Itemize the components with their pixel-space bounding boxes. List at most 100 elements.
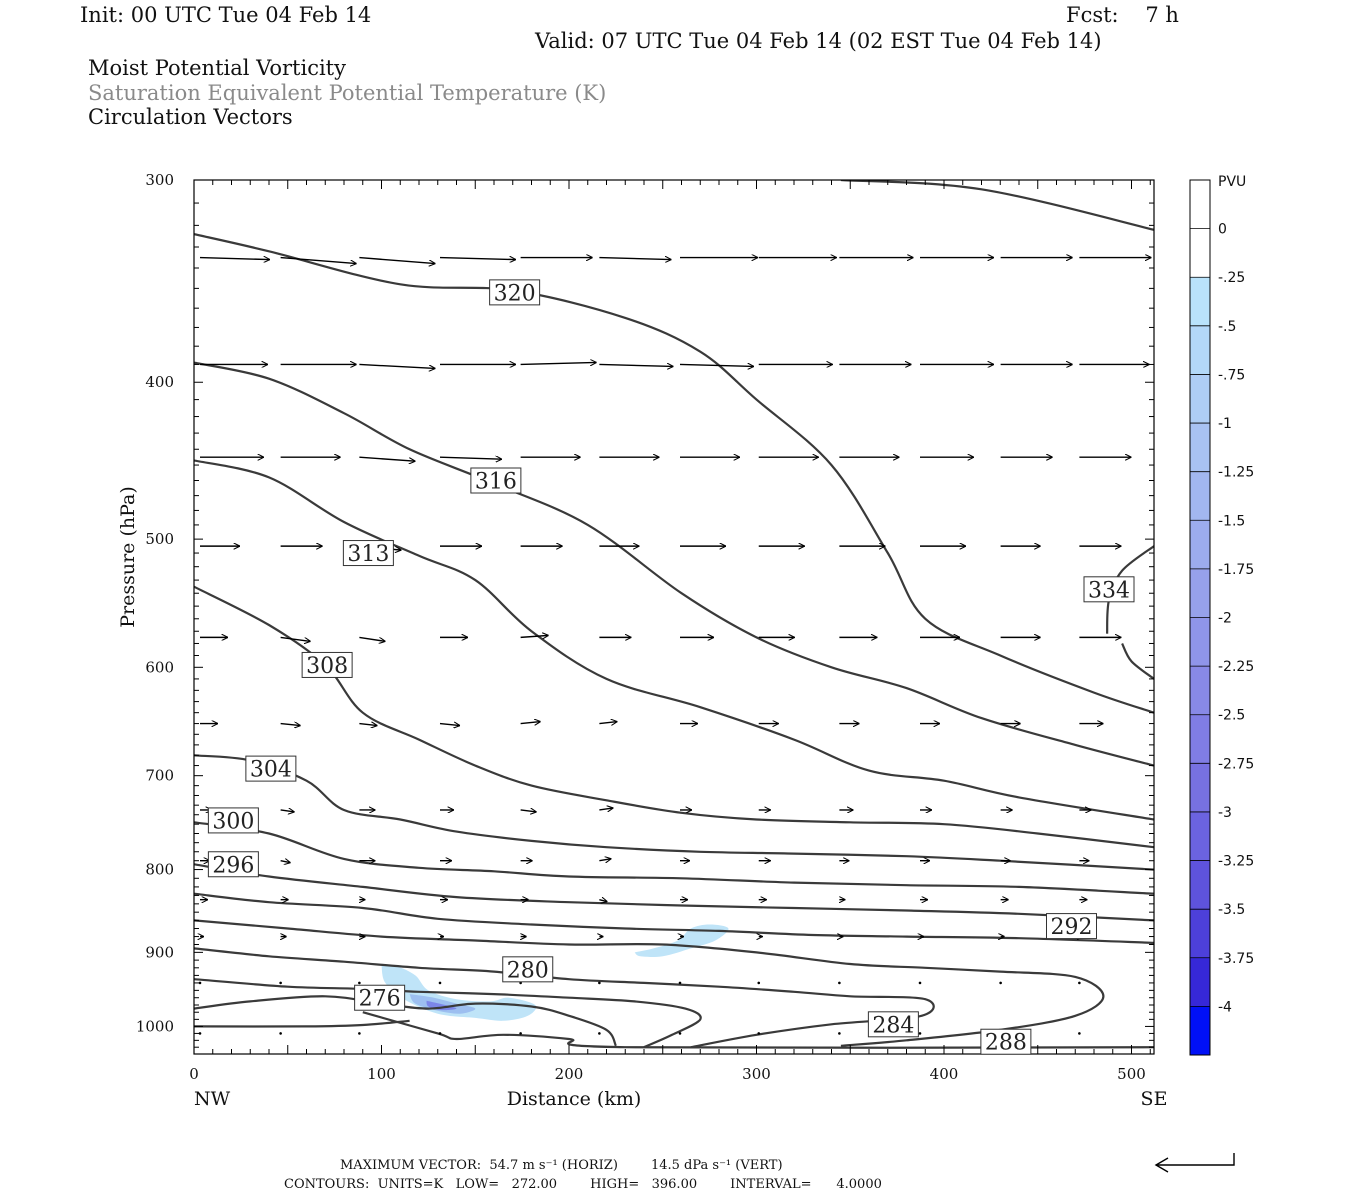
theta-contour-line xyxy=(194,863,1154,922)
colorbar-segment xyxy=(1190,666,1210,715)
vector-dot xyxy=(678,1032,682,1035)
contour-label-box xyxy=(980,1028,1032,1055)
theta-contour-line xyxy=(194,919,1105,1047)
x-tick-label: 0 xyxy=(189,1065,199,1083)
contour-label-text: 288 xyxy=(985,1031,1027,1056)
contour-label-text: 334 xyxy=(1088,578,1130,603)
circulation-vector xyxy=(359,636,385,641)
contour-label-box xyxy=(1083,576,1135,603)
colorbar-title: PVU xyxy=(1218,174,1246,190)
y-tick-label: 900 xyxy=(145,943,174,961)
pv-colorbar: PVU 0 -.25 -.5 -.75 -1 -1.25 -1.5 -1.75 -2 -2.25 -2… xyxy=(1189,174,1254,1056)
pv-area xyxy=(634,924,729,958)
theta-contour-line xyxy=(194,361,1154,767)
y-tick-label: 500 xyxy=(145,530,174,548)
field-title-2: Saturation Equivalent Potential Temperat… xyxy=(88,81,607,105)
contour-label: 304 xyxy=(245,755,297,783)
x-tick-label: 300 xyxy=(742,1065,771,1083)
x-end-label-se: SE xyxy=(1141,1088,1168,1110)
circulation-vector xyxy=(439,724,460,726)
vector-dot xyxy=(358,981,361,985)
circulation-vector xyxy=(280,256,357,264)
circulation-vector xyxy=(520,635,549,637)
x-tick-label: 400 xyxy=(930,1065,959,1083)
colorbar-segment xyxy=(1190,471,1210,521)
colorbar-label: -2 xyxy=(1218,611,1232,627)
colorbar-label: -2.5 xyxy=(1218,708,1245,724)
pv-area xyxy=(409,994,476,1014)
field-title-3: Circulation Vectors xyxy=(88,105,293,129)
circulation-vector xyxy=(599,258,671,260)
colorbar-segment xyxy=(1190,811,1210,861)
vector-dot xyxy=(198,981,202,985)
colorbar-segment xyxy=(1190,1006,1210,1055)
contour-label: 280 xyxy=(502,956,554,983)
circulation-vector xyxy=(599,808,613,810)
circulation-vector-layer xyxy=(199,258,1152,1035)
vector-dot xyxy=(999,981,1002,985)
vector-dot xyxy=(279,1032,282,1035)
colorbar-label: -1.25 xyxy=(1218,465,1254,481)
contour-label-text: 280 xyxy=(507,958,549,983)
vector-dot xyxy=(279,981,282,985)
contour-label-box xyxy=(245,755,297,782)
colorbar-segment xyxy=(1190,180,1210,229)
colorbar-segment xyxy=(1190,520,1210,569)
contour-label: 292 xyxy=(1046,913,1097,940)
theta-contour-line xyxy=(194,1019,410,1028)
colorbar-label: -3.5 xyxy=(1218,902,1245,918)
contour-label: 320 xyxy=(489,279,541,306)
colorbar-label: -2.25 xyxy=(1218,659,1254,675)
theta-contour-line xyxy=(840,180,1154,231)
init-time: Init: 00 UTC Tue 04 Feb 14 xyxy=(80,3,372,27)
contour-label: 300 xyxy=(207,807,259,834)
colorbar-label: -4 xyxy=(1218,999,1232,1015)
contour-label-text: 320 xyxy=(494,281,536,306)
colorbar-segment xyxy=(1190,714,1210,764)
contour-info-note: CONTOURS: UNITS=K LOW= 272.00 HIGH= 396.… xyxy=(284,1177,882,1192)
vector-dot xyxy=(198,1032,202,1035)
circulation-vector xyxy=(280,724,301,726)
colorbar-label: -3.75 xyxy=(1218,951,1254,967)
colorbar-label: -3 xyxy=(1218,805,1232,821)
reference-vector-icon xyxy=(1154,1153,1235,1173)
theta-contour-line xyxy=(194,459,1154,821)
contour-label-box xyxy=(207,807,259,834)
vector-dot xyxy=(598,981,601,985)
vector-dot xyxy=(838,981,841,985)
colorbar-label: -.75 xyxy=(1218,367,1245,383)
contour-label-box xyxy=(489,279,541,306)
colorbar-segment xyxy=(1190,860,1210,910)
vector-dot xyxy=(757,1032,761,1035)
contour-label: 334 xyxy=(1083,576,1135,603)
forecast-hour: Fcst: 7 h xyxy=(1066,3,1179,27)
field-title-1: Moist Potential Vorticity xyxy=(88,56,346,80)
circulation-vector xyxy=(280,636,311,641)
y-axis-label: Pressure (hPa) xyxy=(117,486,139,628)
contour-label-box xyxy=(207,851,259,878)
vector-dot xyxy=(358,1032,361,1035)
x-tick-label: 100 xyxy=(367,1065,396,1083)
theta-contour-line xyxy=(194,892,1154,944)
pv-shading-layer xyxy=(381,924,729,1021)
circulation-vector xyxy=(199,258,270,260)
circulation-vector xyxy=(359,456,415,461)
theta-contour-line xyxy=(194,233,1154,714)
colorbar-segment xyxy=(1190,957,1210,1007)
contour-label-text: 300 xyxy=(212,809,254,834)
vector-dot xyxy=(1078,1032,1081,1035)
contour-label: 296 xyxy=(207,851,259,878)
x-tick-label: 200 xyxy=(555,1065,584,1083)
circulation-vector xyxy=(280,861,291,863)
contour-label-text: 308 xyxy=(306,654,348,679)
circulation-vector xyxy=(599,900,607,902)
circulation-vector xyxy=(439,457,502,459)
valid-time: Valid: 07 UTC Tue 04 Feb 14 (02 EST Tue … xyxy=(535,29,1102,53)
pv-area xyxy=(381,965,537,1021)
max-vector-note: MAXIMUM VECTOR: 54.7 m s⁻¹ (HORIZ) 14.5 … xyxy=(340,1158,783,1173)
y-tick-label: 700 xyxy=(145,767,174,785)
circulation-vector xyxy=(359,256,435,264)
theta-contour-line xyxy=(362,1011,1154,1049)
vector-dot xyxy=(598,1032,601,1035)
